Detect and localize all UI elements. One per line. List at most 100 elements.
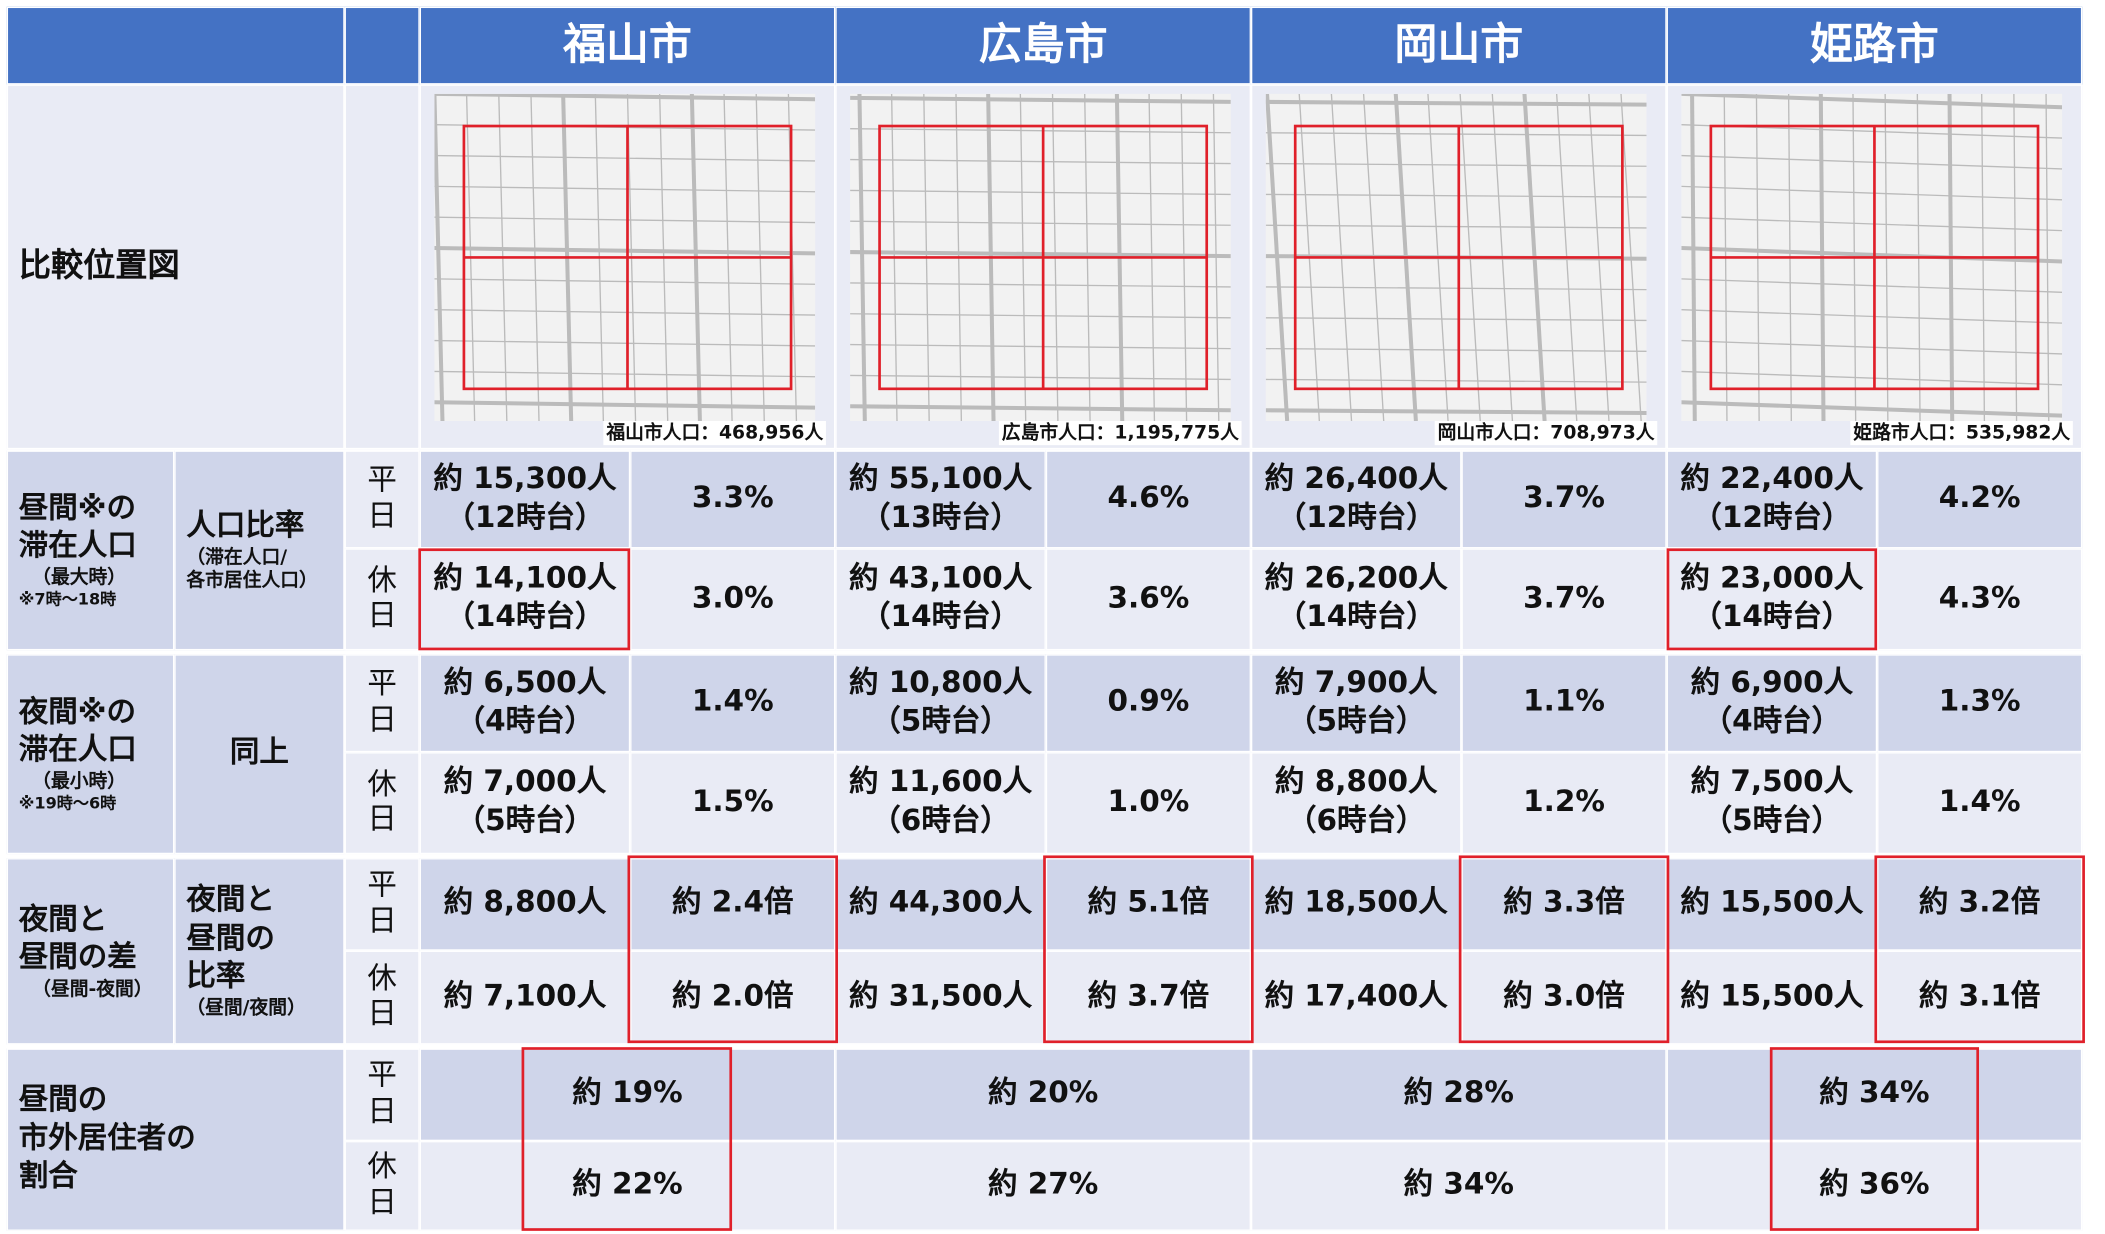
time-value: （12時台）	[1276, 500, 1436, 535]
section-title: 滞在人口	[18, 530, 137, 564]
section-title: 夜間と	[18, 903, 108, 937]
count-cell: 約 7,900人 （5時台）	[1250, 654, 1462, 753]
time-value: （13時台）	[861, 500, 1021, 535]
share-value: 約 27%	[987, 1168, 1099, 1202]
count-cell: 約 55,100人 （13時台）	[835, 450, 1046, 549]
count-cell: 約 14,100人 （14時台）	[419, 548, 631, 651]
count-cell: 約 8,800人 （6時台）	[1250, 752, 1462, 855]
day-type-cell: 平日	[344, 450, 420, 549]
map-blank	[344, 84, 420, 450]
ratio-value: 4.6%	[1107, 481, 1190, 516]
count-cell: 約 6,900人 （4時台）	[1666, 654, 1878, 753]
map-label: 比較位置図	[18, 247, 180, 285]
count-value: 約 43,100人	[849, 562, 1033, 596]
count-cell: 約 10,800人 （5時台）	[835, 654, 1046, 753]
population-caption: 岡山市人口：708,973人	[1434, 420, 1658, 446]
count-value: 約 8,800人	[1274, 766, 1438, 800]
day-type: 休日	[367, 962, 397, 1032]
map-image	[1681, 93, 2063, 422]
section-label: 昼間の 市外居住者の 割合	[6, 1048, 345, 1231]
ratio-cell: 1.2%	[1461, 752, 1667, 855]
ratio-value: 3.7%	[1523, 581, 1605, 616]
map-image	[1265, 93, 1647, 422]
share-cell: 約 36%	[1666, 1141, 2083, 1231]
metric-title: 夜間と	[186, 883, 275, 918]
share-cell: 約 28%	[1250, 1048, 1667, 1142]
share-value: 約 36%	[1819, 1168, 1930, 1202]
ratio-cell: 0.9%	[1045, 654, 1251, 753]
count-cell: 約 18,500人	[1250, 858, 1462, 951]
time-value: （5時台）	[871, 704, 1010, 739]
header-cell: 広島市	[835, 6, 1251, 85]
population-caption: 福山市人口：468,956人	[603, 420, 826, 446]
count-value: 約 7,900人	[1274, 666, 1438, 700]
section-sub: （最大時）	[32, 567, 127, 589]
share-cell: 約 27%	[835, 1141, 1251, 1231]
ratio-cell: 約 2.0倍	[630, 950, 836, 1045]
ratio-value: 約 2.0倍	[671, 979, 794, 1014]
section-title: 昼間の	[18, 1083, 108, 1118]
section-note: ※7時～18時	[18, 589, 117, 609]
ratio-cell: 約 3.0倍	[1461, 950, 1667, 1045]
count-value: 約 7,000人	[443, 766, 607, 800]
count-value: 約 26,400人	[1264, 462, 1448, 496]
time-value: （4時台）	[1702, 704, 1842, 739]
time-value: （5時台）	[1286, 704, 1426, 739]
ratio-value: 約 3.2倍	[1918, 886, 2041, 921]
time-value: （14時台）	[1692, 600, 1852, 635]
ratio-cell: 4.2%	[1877, 450, 2083, 549]
map-cell: 福山市人口：468,956人	[419, 84, 836, 450]
count-value: 約 6,900人	[1690, 666, 1854, 700]
ratio-value: 1.2%	[1523, 785, 1605, 819]
count-cell: 約 6,500人 （4時台）	[419, 654, 631, 753]
day-type-cell: 平日	[344, 858, 420, 951]
metric-title: 昼間の	[186, 922, 275, 956]
ratio-value: 1.4%	[691, 685, 774, 719]
count-value: 約 15,500人	[1680, 886, 1864, 921]
count-cell: 約 11,600人 （6時台）	[835, 752, 1046, 855]
ratio-cell: 1.0%	[1045, 752, 1251, 855]
section-title: 昼間※の	[18, 491, 136, 526]
count-value: 約 55,100人	[849, 462, 1033, 496]
ratio-cell: 1.1%	[1461, 654, 1667, 753]
metric-title: 比率	[186, 960, 246, 995]
time-value: （14時台）	[1276, 600, 1436, 635]
count-value: 約 14,100人	[433, 562, 617, 596]
count-cell: 約 7,000人 （5時台）	[419, 752, 631, 855]
time-value: （6時台）	[871, 804, 1010, 838]
ratio-value: 1.4%	[1938, 785, 2021, 819]
time-value: （14時台）	[445, 600, 605, 635]
section-note: ※19時～6時	[18, 793, 117, 813]
header-cell: 福山市	[419, 6, 836, 85]
header-cell: 岡山市	[1250, 6, 1667, 85]
count-value: 約 7,100人	[443, 979, 607, 1014]
ratio-value: 1.5%	[691, 785, 774, 819]
day-type: 休日	[367, 563, 397, 633]
count-value: 約 8,800人	[443, 886, 607, 921]
day-type-cell: 休日	[344, 950, 420, 1045]
ratio-cell: 4.3%	[1877, 548, 2083, 651]
ratio-value: 1.0%	[1107, 785, 1190, 819]
share-cell: 約 19%	[419, 1048, 836, 1142]
count-value: 約 15,300人	[433, 462, 617, 496]
map-cell: 広島市人口：1,195,775人	[835, 84, 1251, 450]
ratio-value: 約 3.0倍	[1503, 979, 1625, 1014]
metric-title: 同上	[229, 736, 289, 770]
city-name: 姫路市	[1810, 19, 1939, 70]
metric-title: 人口比率	[186, 510, 305, 544]
ratio-cell: 1.4%	[630, 654, 836, 753]
ratio-value: 4.2%	[1938, 481, 2021, 516]
ratio-cell: 4.6%	[1045, 450, 1251, 549]
day-type: 平日	[367, 464, 397, 533]
metric-note: （滞在人口/	[186, 547, 288, 569]
day-type-cell: 平日	[344, 654, 420, 753]
time-value: （6時台）	[1286, 804, 1426, 838]
day-type: 平日	[367, 868, 397, 938]
ratio-cell: 3.0%	[630, 548, 836, 651]
count-value: 約 10,800人	[849, 666, 1033, 700]
day-type: 休日	[367, 1150, 397, 1220]
ratio-cell: 約 3.7倍	[1045, 950, 1251, 1045]
metric-label: 同上	[174, 654, 345, 855]
